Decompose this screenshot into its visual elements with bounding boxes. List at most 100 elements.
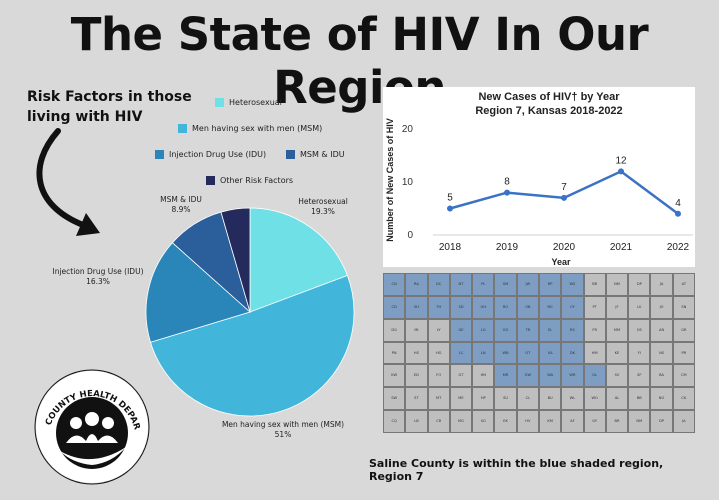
county-jw: JW <box>516 273 539 296</box>
county-ge: GE <box>449 318 473 342</box>
county-jo: JO <box>650 295 673 319</box>
legend-item-idu: Injection Drug Use (IDU) <box>155 150 266 159</box>
data-label-2021: 12 <box>615 155 627 166</box>
county-ot: OT <box>516 341 539 365</box>
county-ja: JA <box>650 273 673 296</box>
county-sh: SH <box>405 295 428 319</box>
pie-label-msm-pct: 51% <box>274 430 292 439</box>
map-caption: Saline County is within the blue shaded … <box>369 457 664 483</box>
county-an: AN <box>650 318 673 342</box>
county-ek: EK <box>494 410 517 433</box>
county-mr: MR <box>494 364 517 388</box>
pie-label-msm-idu: MSM & IDU 8.9% <box>151 195 211 215</box>
county-ck: CK <box>672 387 695 411</box>
county-os: OS <box>628 318 651 342</box>
x-tick-label-2019: 2019 <box>496 242 519 253</box>
legend-swatch-idu <box>155 150 164 159</box>
pie-label-idu-name: Injection Drug Use (IDU) <box>52 267 144 276</box>
county-cl: CL <box>516 387 539 411</box>
pie-slice-4 <box>220 207 251 313</box>
line-chart-ylabel: Number of New Cases of HIV <box>385 118 395 242</box>
county-km: KM <box>539 410 562 433</box>
county-mc: MC <box>539 295 562 319</box>
county-pr: PR <box>672 341 695 365</box>
pie-label-idu-pct: 16.3% <box>86 277 110 286</box>
logo-figure-head-center <box>85 412 99 426</box>
county-sv: SV <box>605 364 629 388</box>
pie-label-msm-name: Men having sex with men (MSM) <box>221 420 345 429</box>
county-af: AF <box>561 410 584 433</box>
y-tick-label-2: 20 <box>402 124 414 135</box>
legend-swatch-msm <box>178 124 187 133</box>
county-ke: KE <box>605 341 629 365</box>
county-br: BR <box>605 410 629 433</box>
y-tick-label-1: 10 <box>402 177 414 188</box>
county-dg: DG <box>383 318 406 342</box>
county-go: GO <box>494 318 517 342</box>
pie-label-heterosexual: Heterosexual 19.3% <box>283 197 363 217</box>
legend-swatch-other <box>206 176 215 185</box>
county-hp: HP <box>472 387 495 411</box>
county-hv: HV <box>516 410 539 433</box>
data-point-2018 <box>447 205 453 212</box>
logo-figure-bodies <box>66 434 118 443</box>
county-mt: MT <box>427 387 450 411</box>
arrow-shaft <box>36 128 86 228</box>
county-ja: JA <box>672 410 695 433</box>
pie-label-msm-idu-pct: 8.9% <box>171 205 191 214</box>
logo-inner-disc <box>56 397 128 469</box>
county-ba: BA <box>650 364 673 388</box>
county-rs: RS <box>561 318 584 342</box>
county-sf: SF <box>628 364 651 388</box>
logo-hand-swoosh <box>60 447 126 465</box>
county-me: ME <box>449 387 473 411</box>
county-cd: CD <box>383 295 406 319</box>
line-chart-panel: New Cases of HIV† by Year Region 7, Kans… <box>383 87 695 267</box>
x-tick-label-2020: 2020 <box>553 242 576 253</box>
county-pt: PT <box>583 295 606 319</box>
data-label-2019: 8 <box>504 177 510 188</box>
county-gl: GL <box>583 364 606 388</box>
saline-county-health-department-logo: SALINE COUNTY HEALTH DEPARTMENT <box>32 365 150 485</box>
county-kw: KW <box>383 364 406 388</box>
county-th: TH <box>427 295 450 319</box>
county-dk: DK <box>561 341 584 365</box>
county-sg: SG <box>472 410 495 433</box>
county-fr: FR <box>583 318 606 342</box>
curved-arrow-icon <box>36 128 100 236</box>
county-gt: GT <box>449 364 473 388</box>
county-st: ST <box>405 387 428 411</box>
county-ro: RO <box>494 295 517 319</box>
pie-label-msm: Men having sex with men (MSM) 51% <box>218 420 348 440</box>
logo-outer-circle <box>34 369 150 485</box>
county-sw: SW <box>383 387 406 411</box>
data-label-2020: 7 <box>561 182 567 193</box>
county-lb: LB <box>405 410 428 433</box>
county-hs: HS <box>405 341 428 365</box>
county-pn: PN <box>383 341 406 365</box>
line-chart-subtitle: Region 7, Kansas 2018-2022 <box>475 105 622 117</box>
county-lv: LV <box>628 295 651 319</box>
county-lg: LG <box>472 318 495 342</box>
line-chart-xlabel: Year <box>551 257 571 267</box>
county-sa: SA <box>539 341 562 365</box>
county-hm: HM <box>583 341 606 365</box>
pie-slice-1 <box>150 275 355 417</box>
county-hg: HG <box>427 341 450 365</box>
data-label-2018: 5 <box>447 193 453 204</box>
legend-item-msm: Men having sex with men (MSM) <box>178 124 322 133</box>
x-tick-label-2021: 2021 <box>610 242 633 253</box>
county-fi: FI <box>628 341 651 365</box>
county-al: AL <box>605 387 629 411</box>
x-tick-label-2022: 2022 <box>667 242 690 253</box>
county-no: NO <box>650 387 673 411</box>
logo-figure-head-left <box>70 417 82 429</box>
county-sd: SD <box>449 295 473 319</box>
county-sn: SN <box>672 295 695 319</box>
county-at: AT <box>672 273 695 296</box>
county-br: BR <box>583 273 606 296</box>
county-nm: NM <box>628 410 651 433</box>
county-jf: JF <box>605 295 629 319</box>
county-cm: CM <box>672 364 695 388</box>
